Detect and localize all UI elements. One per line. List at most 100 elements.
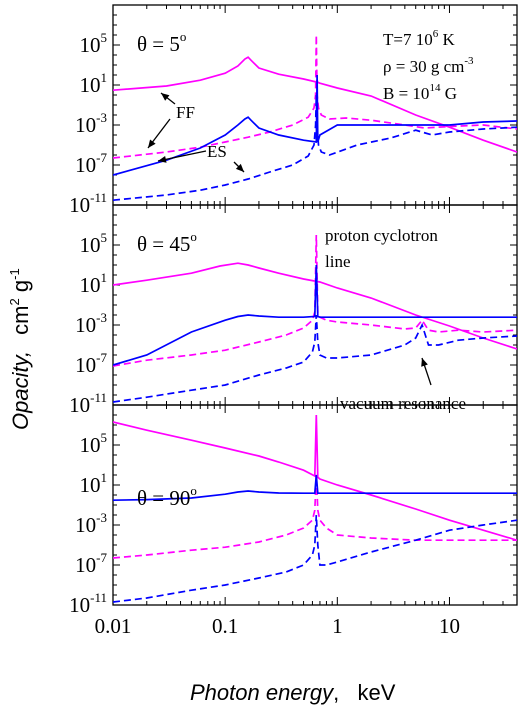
y-tick-label: 10-7 bbox=[75, 550, 107, 577]
angle-label-text: θ = 5 bbox=[137, 32, 180, 56]
series-ff-mode1 bbox=[113, 262, 517, 350]
arrow-head bbox=[158, 155, 167, 163]
angle-label-text: θ = 90 bbox=[137, 486, 190, 510]
info-line-tail: K bbox=[438, 30, 455, 49]
arrow-head bbox=[235, 163, 244, 172]
y-tick-label: 105 bbox=[80, 30, 108, 57]
arrow-head bbox=[161, 93, 170, 101]
y-tick-label: 105 bbox=[80, 430, 108, 457]
arrow-head bbox=[421, 358, 428, 367]
angle-label-sup: o bbox=[190, 483, 197, 498]
x-tick-label: 0.01 bbox=[95, 614, 132, 638]
y-tick-exp: -7 bbox=[96, 350, 107, 365]
y-tick-base: 10 bbox=[80, 33, 101, 57]
y-tick-label: 10-3 bbox=[75, 310, 107, 337]
y-tick-exp: -3 bbox=[96, 110, 107, 125]
y-tick-base: 10 bbox=[80, 473, 101, 497]
info-line-sup: 14 bbox=[429, 82, 441, 94]
angle-label-sup: o bbox=[190, 229, 197, 244]
y-tick-base: 10 bbox=[69, 193, 90, 217]
y-tick-label: 10-3 bbox=[75, 110, 107, 137]
y-tick-exp: -11 bbox=[90, 590, 107, 605]
y-tick-base: 10 bbox=[75, 313, 96, 337]
y-tick-base: 10 bbox=[80, 73, 101, 97]
curves bbox=[113, 34, 517, 202]
y-ticks bbox=[113, 404, 517, 606]
y-tick-exp: -7 bbox=[96, 150, 107, 165]
y-tick-exp: 1 bbox=[101, 70, 108, 85]
y-tick-exp: 1 bbox=[101, 270, 108, 285]
angle-label: θ = 90o bbox=[137, 483, 197, 510]
angle-label-sup: o bbox=[180, 29, 187, 44]
series-es-mode1 bbox=[113, 264, 517, 366]
curves bbox=[113, 234, 517, 403]
y-tick-label: 101 bbox=[80, 70, 108, 97]
y-tick-base: 10 bbox=[75, 113, 96, 137]
y-tick-label: 101 bbox=[80, 470, 108, 497]
cyclotron-annotation-line1: proton cyclotron bbox=[325, 226, 438, 245]
x-ticks bbox=[112, 405, 518, 605]
arrow-head bbox=[148, 139, 156, 148]
series-es-mode1 bbox=[113, 474, 517, 502]
y-tick-base: 10 bbox=[75, 353, 96, 377]
y-tick-label: 10-3 bbox=[75, 510, 107, 537]
y-tick-exp: -11 bbox=[90, 190, 107, 205]
y-ticks bbox=[113, 4, 517, 206]
curves bbox=[113, 414, 517, 603]
y-tick-label: 101 bbox=[80, 270, 108, 297]
y-tick-base: 10 bbox=[80, 233, 101, 257]
info-line-sup: -3 bbox=[464, 55, 474, 67]
x-ticks bbox=[112, 5, 518, 205]
series-es-mode2 bbox=[113, 314, 517, 403]
y-tick-base: 10 bbox=[75, 513, 96, 537]
info-line: T=7 106 K bbox=[383, 28, 455, 49]
y-tick-base: 10 bbox=[80, 273, 101, 297]
y-tick-exp: 5 bbox=[101, 30, 108, 45]
y-axis-title: Opacity, cm2 g-1 bbox=[7, 268, 33, 430]
info-line-text: B = 10 bbox=[383, 84, 429, 103]
info-line: ρ = 30 g cm-3 bbox=[383, 55, 474, 76]
x-tick-label: 1 bbox=[332, 614, 343, 638]
x-axis-title: Photon energy, keV bbox=[190, 680, 396, 705]
info-line: B = 1014 G bbox=[383, 82, 457, 103]
series-ff-mode2 bbox=[113, 34, 517, 159]
ff-annotation: FF bbox=[176, 103, 195, 122]
y-tick-exp: -7 bbox=[96, 550, 107, 565]
es-annotation: ES bbox=[207, 142, 227, 161]
angle-label: θ = 5o bbox=[137, 29, 186, 56]
y-tick-label: 10-11 bbox=[69, 190, 107, 217]
y-tick-base: 10 bbox=[80, 433, 101, 457]
vacuum-annotation: vacuum resonance bbox=[340, 394, 466, 413]
series-es-mode2 bbox=[113, 514, 517, 603]
y-tick-exp: 5 bbox=[101, 430, 108, 445]
angle-label-text: θ = 45 bbox=[137, 232, 190, 256]
info-line-text: ρ = 30 g cm bbox=[383, 57, 464, 76]
y-tick-exp: -3 bbox=[96, 510, 107, 525]
y-tick-label: 10-11 bbox=[69, 590, 107, 617]
y-tick-base: 10 bbox=[69, 593, 90, 617]
info-line-sup: 6 bbox=[433, 28, 439, 40]
y-tick-label: 10-7 bbox=[75, 150, 107, 177]
cyclotron-annotation-line2: line bbox=[325, 252, 351, 271]
series-es-mode1 bbox=[113, 74, 517, 176]
y-tick-exp: 1 bbox=[101, 470, 108, 485]
x-ticks bbox=[112, 205, 518, 405]
y-tick-exp: 5 bbox=[101, 230, 108, 245]
es-arrow-upper bbox=[157, 150, 207, 162]
y-tick-exp: -11 bbox=[90, 390, 107, 405]
y-tick-label: 105 bbox=[80, 230, 108, 257]
y-tick-base: 10 bbox=[75, 153, 96, 177]
series-es-mode2 bbox=[113, 94, 517, 202]
x-tick-label: 10 bbox=[439, 614, 460, 638]
y-tick-label: 10-7 bbox=[75, 350, 107, 377]
y-tick-label: 10-11 bbox=[69, 390, 107, 417]
angle-label: θ = 45o bbox=[137, 229, 197, 256]
y-tick-base: 10 bbox=[75, 553, 96, 577]
x-tick-label: 0.1 bbox=[212, 614, 238, 638]
y-tick-exp: -3 bbox=[96, 310, 107, 325]
